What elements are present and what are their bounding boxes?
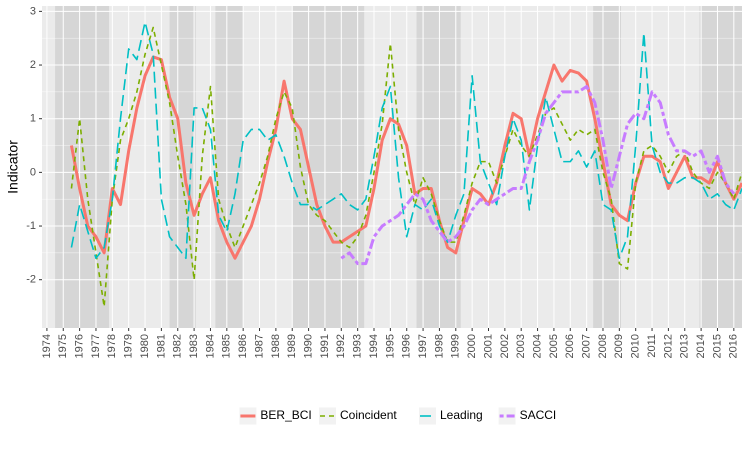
x-tick-label: 1981: [155, 334, 167, 358]
x-tick-label: 2016: [728, 334, 740, 358]
legend-label: Leading: [440, 408, 483, 422]
x-tick-label: 1974: [41, 334, 53, 358]
x-tick-label: 1976: [74, 334, 86, 358]
y-tick-label: 0: [30, 166, 36, 178]
x-tick-label: 1986: [237, 334, 249, 358]
x-tick-label: 1992: [335, 334, 347, 358]
x-tick-label: 2008: [597, 334, 609, 358]
x-tick-label: 1983: [188, 334, 200, 358]
series-line: [70, 26, 742, 308]
x-tick-label: 1975: [57, 334, 69, 358]
x-tick-label: 2000: [466, 334, 478, 358]
y-tick-label: -2: [26, 274, 36, 286]
x-tick-label: 2007: [581, 334, 593, 358]
x-tick-label: 1995: [384, 334, 396, 358]
x-tick-label: 2012: [662, 334, 674, 358]
x-tick-label: 1989: [286, 334, 298, 358]
series-line: [70, 21, 742, 260]
x-tick-label: 1998: [433, 334, 445, 358]
x-tick-label: 1980: [139, 334, 151, 358]
x-tick-label: 1988: [270, 334, 282, 358]
x-tick-label: 2014: [695, 334, 707, 358]
x-tick-label: 2001: [482, 334, 494, 358]
x-tick-label: 1987: [253, 334, 265, 358]
x-tick-label: 1996: [401, 334, 413, 358]
y-tick-label: 1: [30, 113, 36, 125]
x-tick-label: 1990: [302, 334, 314, 358]
x-tick-label: 2006: [564, 334, 576, 358]
y-tick-label: 3: [30, 5, 36, 17]
x-tick-label: 1984: [204, 334, 216, 358]
x-tick-label: 1985: [221, 334, 233, 358]
x-tick-label: 1978: [106, 334, 118, 358]
x-tick-label: 1977: [90, 334, 102, 358]
x-tick-label: 1997: [417, 334, 429, 358]
x-tick-label: 1993: [352, 334, 364, 358]
x-tick-label: 1994: [368, 334, 380, 358]
shaded-period: [416, 6, 461, 328]
legend-label: BER_BCI: [260, 408, 311, 422]
x-tick-label: 1982: [172, 334, 184, 358]
x-tick-label: 2013: [679, 334, 691, 358]
legend-key: [319, 407, 336, 425]
legend-label: SACCI: [520, 408, 557, 422]
x-tick-label: 2009: [613, 334, 625, 358]
y-axis-title: Indicator: [5, 140, 21, 194]
y-tick-label: 2: [30, 59, 36, 71]
x-tick-label: 2004: [531, 334, 543, 358]
x-tick-label: 2003: [515, 334, 527, 358]
plot-layer: [42, 6, 742, 328]
x-tick-label: 2015: [711, 334, 723, 358]
series-line: [340, 85, 736, 266]
shaded-period: [292, 6, 365, 328]
x-tick-label: 2010: [630, 334, 642, 358]
x-tick-label: 2005: [548, 334, 560, 358]
x-tick-label: 2011: [646, 334, 658, 358]
x-tick-label: 1991: [319, 334, 331, 358]
shaded-period: [55, 6, 110, 328]
x-tick-label: 2002: [499, 334, 511, 358]
x-tick-label: 1979: [123, 334, 135, 358]
y-tick-label: -1: [26, 220, 36, 232]
x-tick-label: 1999: [450, 334, 462, 358]
series-line: [69, 55, 742, 260]
legend-label: Coincident: [340, 408, 397, 422]
